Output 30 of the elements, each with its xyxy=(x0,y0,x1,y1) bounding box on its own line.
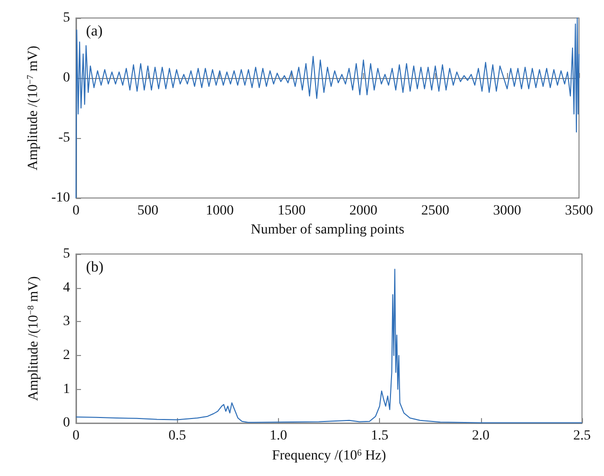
line-series xyxy=(76,18,580,198)
x-tick-label: 0 xyxy=(72,204,80,218)
x-tick-label: 3000 xyxy=(493,204,522,218)
x-tick-label: 1.5 xyxy=(370,428,388,444)
y-axis-title: Amplitude /(10−7 mV) xyxy=(24,45,41,170)
x-tick-label: 2500 xyxy=(421,204,450,218)
x-tick-label: 2.0 xyxy=(472,428,490,444)
x-tick-label: 1000 xyxy=(206,204,234,218)
y-tick-label: 0 xyxy=(63,70,70,86)
y-tick-label: 5 xyxy=(63,246,70,262)
x-tick-label: 1.0 xyxy=(270,428,288,444)
y-tick-label: 2 xyxy=(63,348,70,363)
x-tick-label: 2000 xyxy=(349,204,378,218)
annotation: (b) xyxy=(86,260,104,276)
y-tick-label: -5 xyxy=(58,130,70,146)
x-tick-label: 1500 xyxy=(278,204,306,218)
y-axis-title: Amplitude /(10−8 mV) xyxy=(26,276,42,401)
y-tick-label: -10 xyxy=(51,190,70,206)
y-tick-label: 4 xyxy=(63,280,70,296)
x-axis-title: Number of sampling points xyxy=(250,222,404,238)
x-tick-label: 500 xyxy=(137,204,158,218)
annotation: (a) xyxy=(86,24,103,40)
x-tick-label: 0 xyxy=(72,428,80,444)
x-tick-label: 2.5 xyxy=(573,428,591,444)
y-tick-label: 1 xyxy=(63,382,70,397)
y-tick-label: 5 xyxy=(63,10,70,26)
y-tick-label: 3 xyxy=(63,314,70,330)
x-tick-label: 0.5 xyxy=(168,428,186,444)
y-tick-label: 0 xyxy=(63,416,70,431)
x-tick-label: 3500 xyxy=(565,204,593,218)
